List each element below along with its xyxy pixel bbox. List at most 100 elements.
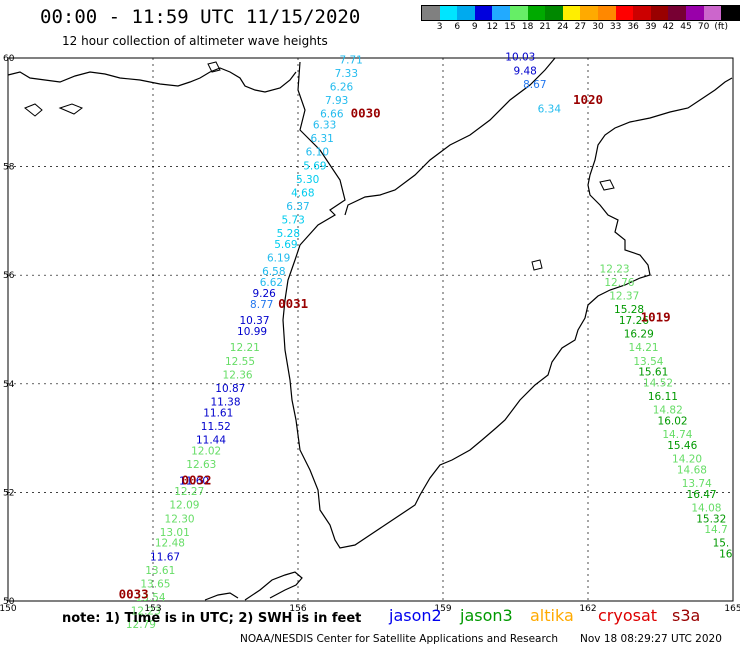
wave-height-label: 11.61 [203, 407, 233, 419]
wave-height-label: 4.68 [291, 187, 314, 199]
wave-height-label: 16.11 [648, 391, 678, 403]
legend-tick-label: 18 [521, 22, 534, 32]
wave-height-label: 6.34 [538, 103, 562, 115]
wave-height-label: 14.52 [643, 378, 673, 390]
wave-height-label: 12.48 [155, 538, 185, 550]
okhotsk-north-coast [7, 67, 297, 93]
color-legend: 3 6 9 12 15 18 21 24 27 30 33 36 39 42 45 70 (ft) [421, 5, 740, 33]
latitude-label: 56 [3, 271, 15, 281]
wave-height-label: 16 [719, 549, 733, 561]
legend-swatch [545, 6, 563, 20]
wave-height-label: 7.93 [325, 95, 348, 107]
longitude-label: 150 [0, 604, 17, 614]
legend-swatches [421, 5, 740, 21]
wave-height-label: 12.30 [165, 513, 195, 525]
wave-height-label: 14.21 [629, 342, 659, 354]
wave-height-label: 15. [713, 538, 730, 550]
wave-height-label: 14.7 [704, 524, 727, 536]
legend-tick-label: 9 [471, 22, 478, 32]
island-nw [24, 103, 43, 117]
satellite-name: cryosat [598, 606, 658, 625]
wave-height-label: 12.76 [604, 277, 634, 289]
wave-height-label: 13.54 [136, 592, 166, 604]
wave-height-label: 15.28 [614, 304, 644, 316]
legend-swatch [597, 6, 616, 20]
koryak-coastline [344, 57, 556, 216]
legend-swatch [650, 6, 669, 20]
wave-height-label: 12.36 [223, 369, 253, 381]
latitude-label: 50 [3, 597, 15, 607]
wave-height-label: 14.74 [662, 429, 692, 441]
longitude-label: 153 [144, 604, 161, 614]
wave-height-label: 6.26 [330, 82, 354, 94]
wave-height-label: 6.31 [310, 133, 333, 145]
satellite-name: jason3 [460, 606, 513, 625]
wave-height-label: 10.03 [505, 52, 535, 64]
wave-height-label: 16.02 [658, 416, 688, 428]
time-markers: 0030 0031 0032 0033 1020 1019 [119, 92, 671, 601]
legend-swatch [474, 6, 493, 20]
wave-height-label: 13.54 [633, 356, 663, 368]
wave-height-label: 16.47 [687, 489, 717, 501]
legend-swatch [509, 6, 528, 20]
time-marker: 0030 [351, 106, 381, 121]
wave-height-label: 5.69 [303, 160, 326, 172]
legend-swatch [457, 6, 475, 20]
wave-height-label: 6.19 [267, 253, 290, 265]
latitude-label: 52 [3, 488, 14, 498]
wave-height-label: 10.99 [237, 326, 267, 338]
time-marker: 0031 [278, 296, 308, 311]
wave-height-label: 5.28 [277, 228, 300, 240]
kuril-islands [244, 571, 303, 601]
wave-height-label: 5.69 [274, 239, 297, 251]
wave-height-label: 13.74 [682, 478, 712, 490]
wave-height-label: 11.67 [150, 551, 180, 563]
wave-height-label: 13.65 [140, 578, 170, 590]
wave-height-label: 7.71 [339, 54, 362, 66]
legend-tick-label: 70 [697, 22, 710, 32]
legend-ticks: 3 6 9 12 15 18 21 24 27 30 33 36 39 42 45 70 (ft) [421, 21, 740, 33]
wave-height-label: 6.62 [260, 277, 283, 289]
legend-swatch [615, 6, 634, 20]
legend-swatch [580, 6, 598, 20]
legend-swatch [668, 6, 686, 20]
legend-swatch [721, 6, 739, 20]
wave-height-label: 11.52 [201, 421, 231, 433]
legend-swatch [422, 6, 440, 20]
legend-tick-label: 6 [454, 22, 461, 32]
wave-height-label: 10.37 [239, 315, 269, 327]
wave-height-label: 11.38 [210, 397, 240, 409]
wave-height-label: 14.08 [691, 502, 721, 514]
kamchatka-coastline [282, 61, 733, 549]
legend-tick-label: 39 [645, 22, 657, 32]
wave-height-label: 14.68 [677, 464, 707, 476]
wave-height-label: 8.67 [523, 79, 546, 91]
wave-height-label: 11.44 [196, 435, 226, 447]
coastlines [7, 57, 733, 601]
wave-height-label: 6.58 [262, 266, 285, 278]
legend-swatch [527, 6, 546, 20]
generated-timestamp: Nov 18 08:29:27 UTC 2020 [580, 633, 722, 645]
longitude-label: 156 [289, 604, 306, 614]
legend-swatch [703, 6, 722, 20]
wave-height-label: 15.61 [638, 367, 668, 379]
legend-tick-label: 27 [574, 22, 587, 32]
wave-height-label: 5.73 [281, 215, 304, 227]
legend-tick-label: 3 [436, 22, 443, 32]
legend-swatch [685, 6, 704, 20]
wave-height-label: 12.23 [131, 606, 161, 618]
latitude-label: 54 [3, 380, 15, 390]
wave-height-label: 12.63 [186, 459, 216, 471]
legend-tick-label: 36 [627, 22, 639, 32]
legend-tick-label: 15 [504, 22, 516, 32]
wave-height-label: 5.30 [296, 174, 319, 186]
legend-tick-label: 12 [486, 22, 499, 32]
units-note: note: 1) Time is in UTC; 2) SWH is in fe… [62, 611, 362, 626]
wave-height-label: 12.23 [600, 263, 630, 275]
wave-height-label: 12.09 [169, 500, 199, 512]
wave-height-label: 7.33 [335, 68, 358, 80]
legend-swatch [439, 6, 458, 20]
legend-tick-label: 30 [592, 22, 604, 32]
wave-height-label: 16.29 [624, 329, 654, 341]
